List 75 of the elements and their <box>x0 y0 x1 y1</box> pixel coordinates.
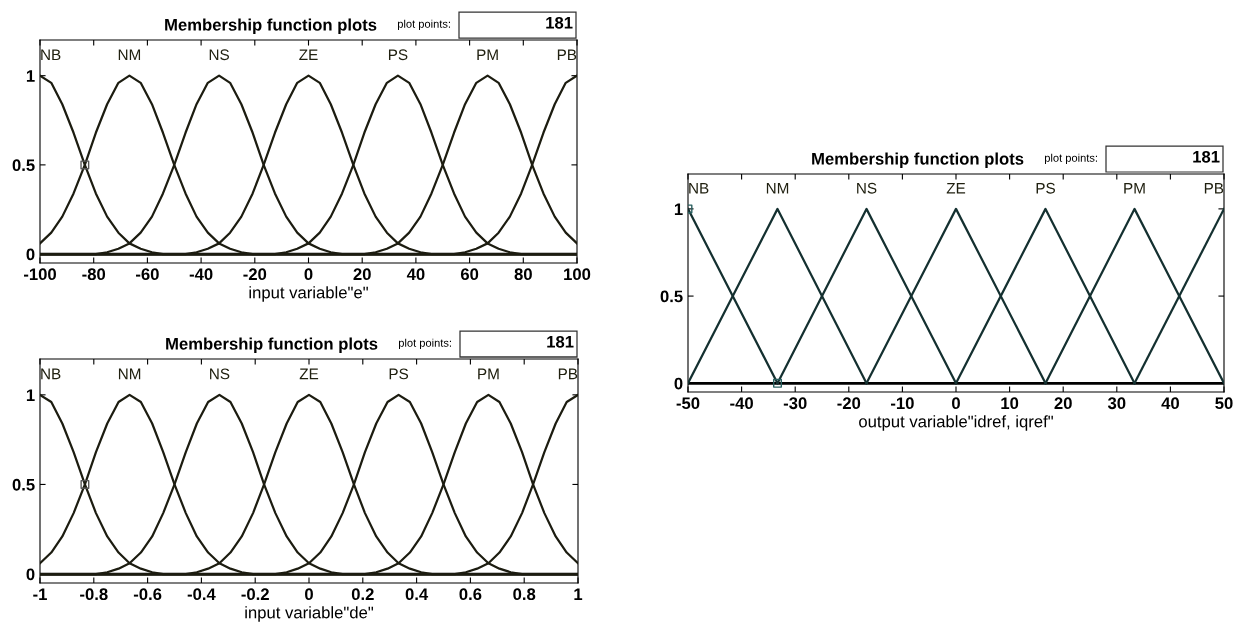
series-label: NS <box>209 49 229 61</box>
y-tick-label: 0.5 <box>12 478 35 491</box>
x-tick-label: 40 <box>406 268 425 281</box>
series-label: NB <box>41 368 61 380</box>
series-label: PM <box>1124 182 1145 194</box>
series-label: ZE <box>299 368 319 380</box>
text: 181 <box>547 335 574 348</box>
series-label: NS <box>210 368 230 380</box>
series-label: PS <box>388 49 408 61</box>
y-tick-label: 0.5 <box>12 159 35 172</box>
x-tick-label: 60 <box>460 268 479 281</box>
text: plot points: <box>1044 153 1097 164</box>
x-axis-title: input variable"e" <box>249 286 368 302</box>
series-label: NM <box>118 49 141 61</box>
x-tick-label: 20 <box>353 268 371 281</box>
x-tick-label: -0.8 <box>80 588 108 601</box>
x-tick-label: 0.6 <box>459 588 482 601</box>
series-label: NM <box>118 368 141 380</box>
x-tick-label: 1 <box>574 588 583 600</box>
x-tick-label: 0 <box>952 397 960 410</box>
series-label: NM <box>766 182 789 194</box>
x-tick-label: -20 <box>243 268 267 281</box>
x-tick-label: 30 <box>1107 397 1126 410</box>
x-tick-label: -80 <box>82 268 106 281</box>
y-tick-label: 1 <box>26 389 35 401</box>
text: 181 <box>546 16 573 29</box>
x-tick-label: 80 <box>514 268 532 281</box>
series-label: PM <box>478 368 499 380</box>
series-label: ZE <box>299 49 318 61</box>
series-label: PB <box>558 368 578 380</box>
x-tick-label: 0 <box>304 268 313 281</box>
x-tick-label: -50 <box>676 397 700 410</box>
series-label: NB <box>41 49 61 61</box>
x-tick-label: -0.6 <box>133 588 162 601</box>
x-tick-label: 10 <box>1001 397 1019 410</box>
x-tick-label: -0.4 <box>187 588 216 601</box>
y-tick-label: 1 <box>26 70 35 82</box>
x-tick-label: 0.4 <box>405 588 429 601</box>
x-axis-title: output variable"idref, iqref" <box>859 415 1053 431</box>
series-label: PM <box>477 49 498 61</box>
x-tick-label: 50 <box>1215 397 1233 410</box>
series-label: PS <box>1036 182 1055 194</box>
x-tick-label: 20 <box>1054 397 1072 410</box>
x-tick-label: -60 <box>136 268 159 281</box>
series-label: PB <box>1204 182 1224 194</box>
x-tick-label: -100 <box>23 268 56 281</box>
text: plot points: <box>397 19 450 30</box>
chart-title: Membership function plots <box>165 18 377 34</box>
y-tick-label: 1 <box>674 203 683 215</box>
chart-title: Membership function plots <box>166 337 378 353</box>
y-tick-label: 0 <box>26 248 35 261</box>
x-tick-label: 100 <box>564 268 591 281</box>
y-tick-label: 0 <box>26 568 35 581</box>
text: 181 <box>1193 150 1220 163</box>
series-label: NS <box>857 182 877 194</box>
x-tick-label: 40 <box>1161 397 1179 410</box>
x-tick-label: -20 <box>837 397 861 410</box>
x-tick-label: -30 <box>783 397 807 410</box>
x-tick-label: -40 <box>189 268 213 281</box>
x-tick-label: -0.2 <box>241 588 269 601</box>
series-label: ZE <box>946 182 966 194</box>
series-label: NB <box>689 182 709 194</box>
x-tick-label: -1 <box>33 588 47 600</box>
text: plot points: <box>398 338 451 349</box>
y-tick-label: 0 <box>674 377 683 390</box>
x-axis-title: input variable"de" <box>245 606 374 622</box>
x-tick-label: -40 <box>730 397 753 410</box>
series-label: PS <box>389 368 409 380</box>
x-tick-label: 0.2 <box>351 588 374 601</box>
chart-title: Membership function plots <box>812 152 1024 168</box>
series-label: PB <box>557 49 577 61</box>
x-tick-label: 0.8 <box>513 588 536 601</box>
x-tick-label: 0 <box>305 588 313 601</box>
x-tick-label: -10 <box>891 397 914 410</box>
y-tick-label: 0.5 <box>660 290 683 303</box>
